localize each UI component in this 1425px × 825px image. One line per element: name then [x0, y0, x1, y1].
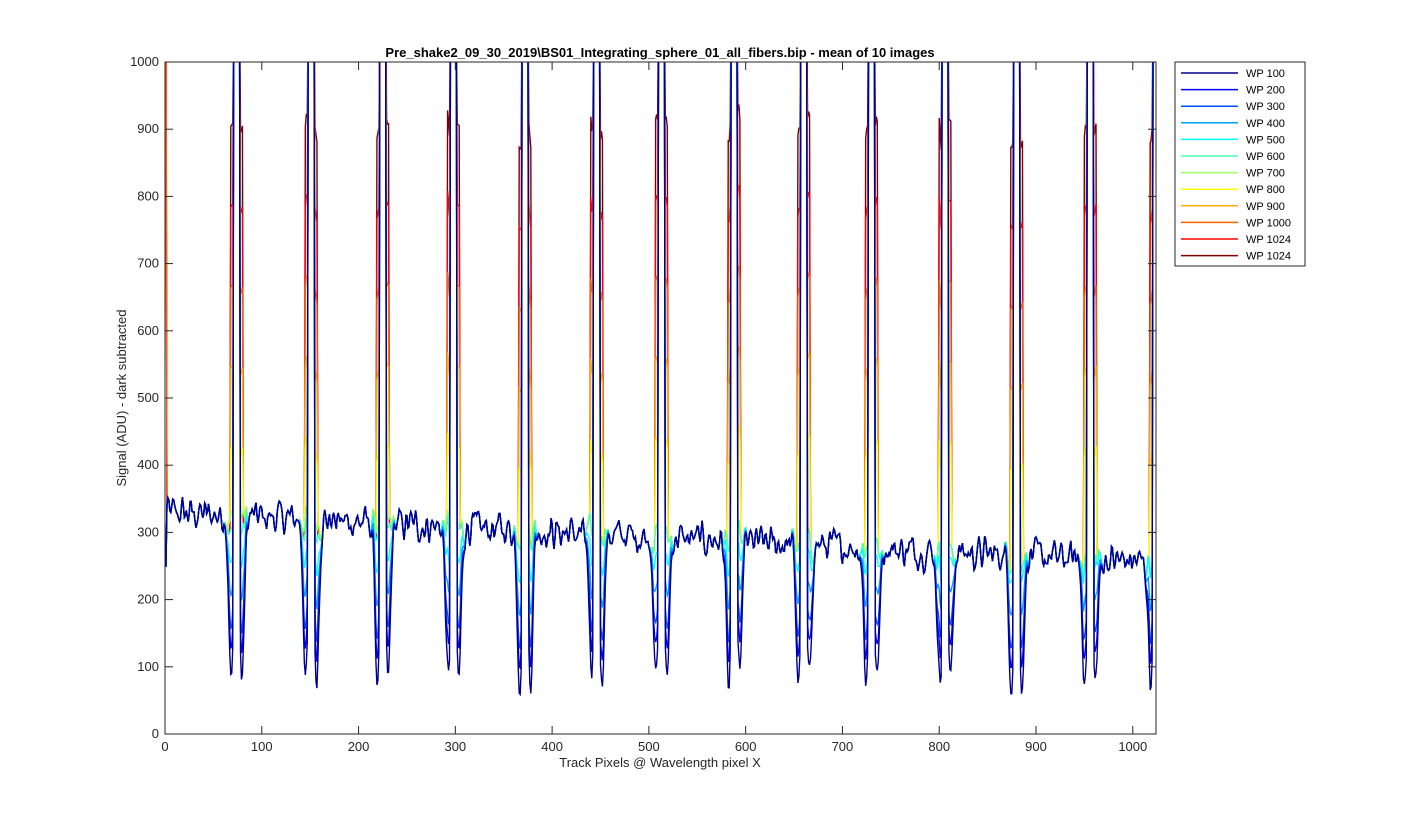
legend-label: WP 600 [1246, 151, 1285, 163]
x-tick-label: 700 [832, 739, 854, 754]
y-tick-label: 400 [137, 457, 159, 472]
x-tick-label: 800 [928, 739, 950, 754]
legend-label: WP 700 [1246, 168, 1285, 180]
y-tick-label: 700 [137, 256, 159, 271]
legend-label: WP 900 [1246, 201, 1285, 213]
y-axis: 0 100 200 300 400 500 600 700 800 900 1000 [130, 54, 1156, 741]
x-axis: 0 100 200 300 400 500 600 700 800 900 1000 [161, 62, 1147, 754]
x-tick-label: 600 [735, 739, 757, 754]
x-tick-label: 500 [638, 739, 660, 754]
x-tick-label: 1000 [1118, 739, 1147, 754]
y-tick-label: 0 [152, 726, 159, 741]
y-tick-label: 900 [137, 121, 159, 136]
legend-box [1174, 61, 1306, 267]
legend-label: WP 1024 [1246, 234, 1291, 246]
y-tick-label: 500 [137, 390, 159, 405]
y-tick-label: 800 [137, 188, 159, 203]
series-line [165, 62, 1154, 697]
x-tick-label: 0 [161, 739, 168, 754]
y-axis-label: Signal (ADU) - dark subtracted [114, 309, 129, 486]
legend-label: WP 200 [1246, 85, 1285, 97]
y-tick-label: 600 [137, 323, 159, 338]
legend-label: WP 100 [1246, 68, 1285, 80]
x-axis-label: Track Pixels @ Wavelength pixel X [559, 755, 761, 770]
legend-label: WP 500 [1246, 134, 1285, 146]
x-tick-label: 100 [251, 739, 273, 754]
legend-label: WP 800 [1246, 184, 1285, 196]
y-tick-label: 100 [137, 659, 159, 674]
x-tick-label: 400 [541, 739, 563, 754]
series-layer [165, 62, 1154, 697]
plot-area [165, 62, 1156, 734]
legend-label: WP 1000 [1246, 217, 1291, 229]
legend-label: WP 400 [1246, 118, 1285, 130]
x-tick-label: 300 [444, 739, 466, 754]
legend-label: WP 300 [1246, 101, 1285, 113]
legend-label: WP 1024 [1246, 251, 1291, 263]
y-tick-label: 200 [137, 592, 159, 607]
chart-title: Pre_shake2_09_30_2019\BS01_Integrating_s… [385, 45, 934, 60]
x-tick-label: 200 [348, 739, 370, 754]
x-tick-label: 900 [1025, 739, 1047, 754]
y-tick-label: 1000 [130, 54, 159, 69]
legend: WP 100 WP 200 WP 300 WP 400 WP 500 WP 600 WP 7… [1174, 61, 1306, 267]
y-tick-label: 300 [137, 524, 159, 539]
